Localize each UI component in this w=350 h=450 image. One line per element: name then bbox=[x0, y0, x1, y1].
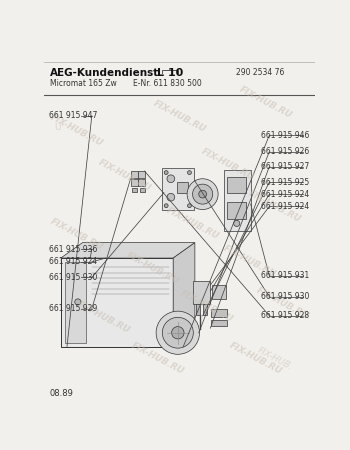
Text: FIX-HUB.RU: FIX-HUB.RU bbox=[222, 244, 278, 279]
Text: 661 915 947: 661 915 947 bbox=[49, 111, 98, 120]
Text: U: U bbox=[55, 123, 61, 132]
Circle shape bbox=[156, 311, 199, 354]
Circle shape bbox=[193, 184, 213, 204]
Bar bbox=[140, 188, 145, 192]
Text: 661 915 929: 661 915 929 bbox=[49, 304, 97, 313]
Circle shape bbox=[199, 190, 206, 198]
Text: FIX-HUB.RU: FIX-HUB.RU bbox=[48, 112, 104, 148]
Circle shape bbox=[188, 171, 191, 175]
Text: E-Nr. 611 830 500: E-Nr. 611 830 500 bbox=[133, 79, 202, 88]
Bar bbox=[177, 182, 188, 193]
Bar bbox=[162, 168, 194, 210]
Bar bbox=[228, 202, 246, 219]
Text: FIX-HUB.RU: FIX-HUB.RU bbox=[76, 300, 131, 335]
Bar bbox=[211, 320, 227, 326]
Polygon shape bbox=[173, 243, 195, 346]
Bar bbox=[203, 304, 206, 315]
Bar bbox=[61, 258, 173, 346]
Circle shape bbox=[172, 327, 184, 339]
Circle shape bbox=[187, 179, 218, 210]
Text: FIX-HUB.RU: FIX-HUB.RU bbox=[238, 85, 294, 120]
Text: FIX-HUB.RU: FIX-HUB.RU bbox=[48, 216, 104, 252]
Bar bbox=[224, 170, 251, 231]
Text: 661 915 925: 661 915 925 bbox=[261, 178, 309, 187]
Text: 661 915 930: 661 915 930 bbox=[261, 292, 309, 301]
Text: 661 915 924: 661 915 924 bbox=[261, 202, 309, 211]
Text: FIX-HUB.RU: FIX-HUB.RU bbox=[178, 289, 234, 324]
Text: FIX-HUB.RU: FIX-HUB.RU bbox=[200, 147, 256, 183]
Polygon shape bbox=[61, 243, 195, 258]
Text: 661 915 928: 661 915 928 bbox=[261, 311, 309, 320]
Circle shape bbox=[167, 194, 175, 201]
Bar bbox=[212, 285, 226, 299]
Text: 661 915 924: 661 915 924 bbox=[49, 257, 97, 266]
Text: AEG-Kundendienst: AEG-Kundendienst bbox=[50, 68, 159, 78]
Text: FIX-HUB.RU: FIX-HUB.RU bbox=[254, 286, 310, 321]
Bar bbox=[65, 262, 86, 343]
Text: Micromat 165 Zw: Micromat 165 Zw bbox=[50, 79, 117, 88]
Text: 290 2534 76: 290 2534 76 bbox=[236, 68, 284, 77]
Text: FIX-HUB.RU: FIX-HUB.RU bbox=[246, 189, 302, 224]
Bar bbox=[132, 188, 137, 192]
Text: 661 915 936: 661 915 936 bbox=[49, 245, 98, 254]
Bar bbox=[131, 179, 138, 186]
Circle shape bbox=[164, 171, 168, 175]
Bar bbox=[138, 179, 145, 186]
Text: FIX-HUB.RU: FIX-HUB.RU bbox=[152, 99, 207, 134]
Bar bbox=[138, 171, 145, 178]
Circle shape bbox=[75, 299, 81, 305]
Text: FIX-HUB.RU: FIX-HUB.RU bbox=[124, 251, 180, 287]
Bar bbox=[211, 309, 227, 316]
Text: 661 915 930: 661 915 930 bbox=[49, 273, 98, 282]
Text: 661 915 926: 661 915 926 bbox=[261, 147, 309, 156]
Bar bbox=[193, 281, 210, 304]
Circle shape bbox=[164, 204, 168, 207]
Bar bbox=[196, 304, 199, 315]
Text: FIX-HUB.: FIX-HUB. bbox=[256, 346, 294, 372]
Text: 661 915 924: 661 915 924 bbox=[261, 190, 309, 199]
Text: 08.89: 08.89 bbox=[50, 389, 74, 398]
Circle shape bbox=[167, 175, 175, 183]
Text: 661 915 931: 661 915 931 bbox=[261, 271, 309, 280]
Bar bbox=[131, 171, 138, 178]
Circle shape bbox=[162, 317, 193, 348]
Text: 661 915 946: 661 915 946 bbox=[261, 131, 309, 140]
Text: FIX-HUB.RU: FIX-HUB.RU bbox=[130, 341, 186, 377]
Text: FIX-HUB.RU: FIX-HUB.RU bbox=[165, 206, 221, 242]
Circle shape bbox=[188, 204, 191, 207]
Circle shape bbox=[234, 220, 240, 226]
Text: 661 915 927: 661 915 927 bbox=[261, 162, 309, 171]
Text: L 10: L 10 bbox=[157, 68, 183, 78]
Bar bbox=[228, 177, 246, 193]
Text: FIX-HUB.RU: FIX-HUB.RU bbox=[97, 158, 153, 193]
Text: FIX-HUB.RU: FIX-HUB.RU bbox=[228, 341, 283, 377]
